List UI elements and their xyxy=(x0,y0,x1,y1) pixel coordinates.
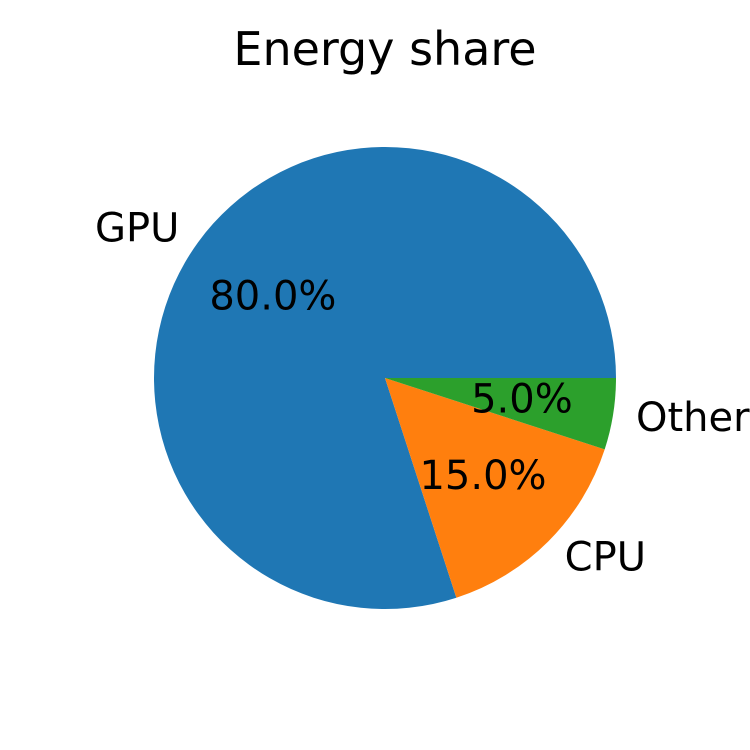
slice-percent-cpu: 15.0% xyxy=(419,453,546,499)
pie-slice-gpu xyxy=(153,146,617,609)
pie-slice-cpu xyxy=(385,378,605,598)
slice-percent-other: 5.0% xyxy=(471,377,573,423)
slice-label-cpu: CPU xyxy=(565,535,646,581)
pie-slices xyxy=(153,146,617,609)
pie-slice-other xyxy=(385,378,616,450)
slice-percent-gpu: 80.0% xyxy=(209,274,336,320)
slice-label-gpu: GPU xyxy=(95,206,179,252)
slice-label-other: Other xyxy=(636,395,750,441)
pie-labels: GPU 80.0% CPU 15.0% Other 5.0% xyxy=(95,206,750,581)
chart-title: Energy share xyxy=(233,22,536,76)
